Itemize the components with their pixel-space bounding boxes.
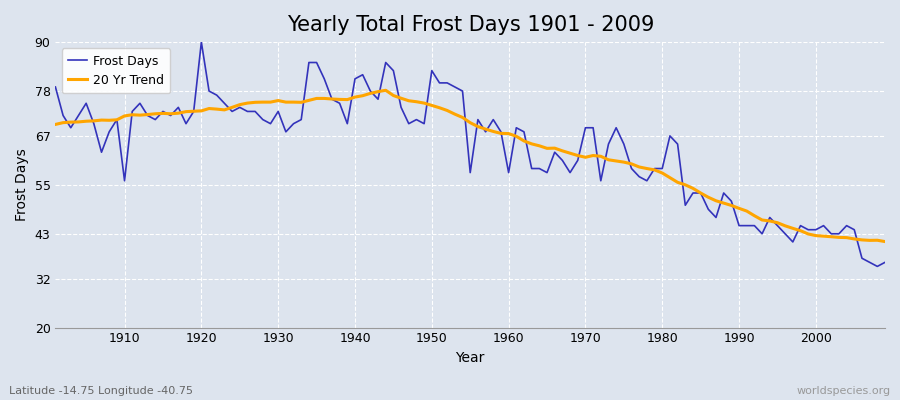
20 Yr Trend xyxy=(50,122,61,127)
20 Yr Trend xyxy=(503,131,514,136)
Title: Yearly Total Frost Days 1901 - 2009: Yearly Total Frost Days 1901 - 2009 xyxy=(286,15,654,35)
20 Yr Trend xyxy=(381,88,392,93)
20 Yr Trend xyxy=(281,100,292,104)
Frost Days xyxy=(112,117,122,122)
X-axis label: Year: Year xyxy=(455,351,485,365)
Frost Days xyxy=(511,125,522,130)
Text: worldspecies.org: worldspecies.org xyxy=(796,386,891,396)
Line: Frost Days: Frost Days xyxy=(56,42,885,266)
Frost Days xyxy=(872,264,883,269)
Frost Days xyxy=(196,40,207,44)
Frost Days xyxy=(603,142,614,146)
Frost Days xyxy=(288,121,299,126)
Text: Latitude -14.75 Longitude -40.75: Latitude -14.75 Longitude -40.75 xyxy=(9,386,193,396)
20 Yr Trend xyxy=(879,239,890,244)
Legend: Frost Days, 20 Yr Trend: Frost Days, 20 Yr Trend xyxy=(62,48,170,93)
Frost Days xyxy=(503,170,514,175)
Frost Days xyxy=(879,260,890,265)
20 Yr Trend xyxy=(603,157,614,162)
Frost Days xyxy=(334,101,345,106)
Frost Days xyxy=(50,84,61,89)
Y-axis label: Frost Days: Frost Days xyxy=(15,148,29,221)
20 Yr Trend xyxy=(112,118,122,122)
20 Yr Trend xyxy=(511,134,522,139)
Line: 20 Yr Trend: 20 Yr Trend xyxy=(56,90,885,242)
20 Yr Trend xyxy=(327,97,338,102)
